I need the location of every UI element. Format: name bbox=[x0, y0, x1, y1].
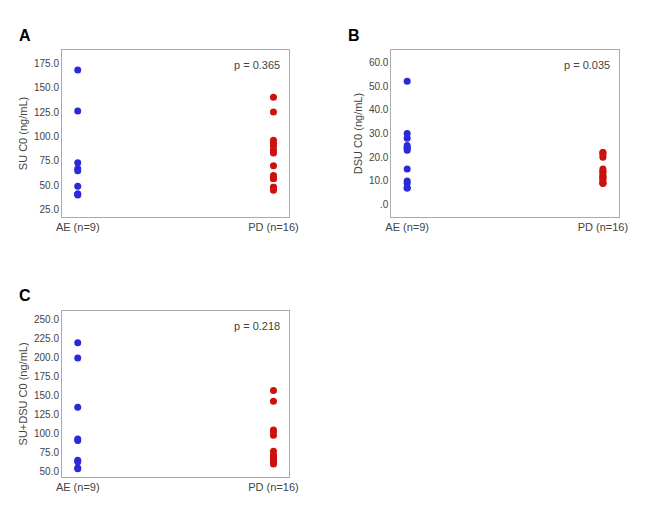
svg-text:250.0: 250.0 bbox=[34, 314, 59, 325]
svg-text:150.0: 150.0 bbox=[34, 82, 59, 93]
svg-text:.0: .0 bbox=[380, 199, 389, 210]
svg-text:30.0: 30.0 bbox=[369, 128, 389, 139]
svg-text:50.0: 50.0 bbox=[369, 81, 389, 92]
svg-text:p = 0.365: p = 0.365 bbox=[234, 59, 280, 71]
svg-text:10.0: 10.0 bbox=[369, 175, 389, 186]
svg-text:C: C bbox=[19, 287, 31, 304]
svg-text:50.0: 50.0 bbox=[40, 180, 60, 191]
svg-text:25.0: 25.0 bbox=[40, 204, 60, 215]
svg-text:175.0: 175.0 bbox=[34, 58, 59, 69]
svg-text:75.0: 75.0 bbox=[40, 155, 60, 166]
svg-text:SU+DSU C0 (ng/mL): SU+DSU C0 (ng/mL) bbox=[17, 342, 29, 445]
svg-text:40.0: 40.0 bbox=[369, 104, 389, 115]
svg-text:PD (n=16): PD (n=16) bbox=[578, 221, 628, 233]
svg-text:20.0: 20.0 bbox=[369, 152, 389, 163]
svg-text:150.0: 150.0 bbox=[34, 390, 59, 401]
svg-text:AE (n=9): AE (n=9) bbox=[56, 221, 100, 233]
svg-text:50.0: 50.0 bbox=[40, 466, 60, 477]
svg-text:225.0: 225.0 bbox=[34, 333, 59, 344]
svg-text:p = 0.035: p = 0.035 bbox=[564, 59, 610, 71]
svg-text:125.0: 125.0 bbox=[34, 107, 59, 118]
svg-text:125.0: 125.0 bbox=[34, 409, 59, 420]
svg-text:B: B bbox=[348, 27, 360, 44]
svg-text:100.0: 100.0 bbox=[34, 131, 59, 142]
svg-text:175.0: 175.0 bbox=[34, 371, 59, 382]
svg-text:75.0: 75.0 bbox=[40, 447, 60, 458]
svg-text:p = 0.218: p = 0.218 bbox=[234, 320, 280, 332]
svg-text:A: A bbox=[19, 27, 31, 44]
svg-text:PD (n=16): PD (n=16) bbox=[248, 481, 298, 493]
svg-text:60.0: 60.0 bbox=[369, 57, 389, 68]
svg-text:AE (n=9): AE (n=9) bbox=[56, 481, 100, 493]
svg-text:PD (n=16): PD (n=16) bbox=[248, 221, 298, 233]
svg-text:SU C0 (ng/mL): SU C0 (ng/mL) bbox=[17, 97, 29, 170]
svg-text:100.0: 100.0 bbox=[34, 428, 59, 439]
svg-text:200.0: 200.0 bbox=[34, 352, 59, 363]
svg-text:AE (n=9): AE (n=9) bbox=[385, 221, 429, 233]
svg-text:DSU C0 (ng/mL): DSU C0 (ng/mL) bbox=[352, 93, 364, 174]
